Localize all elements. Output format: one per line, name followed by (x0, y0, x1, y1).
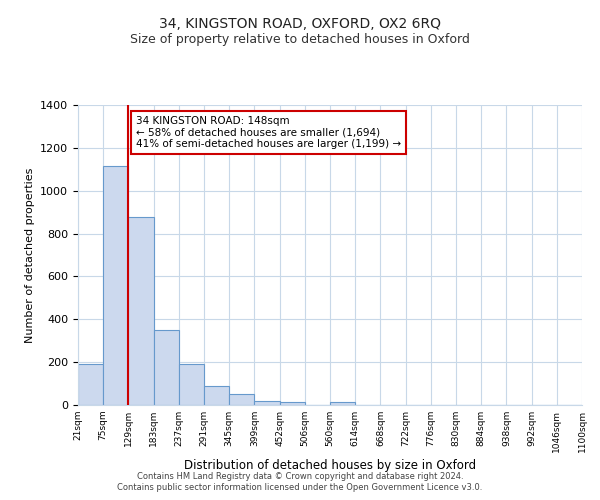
Bar (204, 386, 229, 405)
Text: Contains HM Land Registry data © Crown copyright and database right 2024.: Contains HM Land Registry data © Crown c… (137, 472, 463, 481)
Bar (103, 166, 128, 405)
Bar (128, 217, 154, 405)
Bar (254, 400, 280, 405)
Text: 34 KINGSTON ROAD: 148sqm
← 58% of detached houses are smaller (1,694)
41% of sem: 34 KINGSTON ROAD: 148sqm ← 58% of detach… (136, 116, 401, 149)
Bar (330, 402, 355, 405)
Text: Contains public sector information licensed under the Open Government Licence v3: Contains public sector information licen… (118, 484, 482, 492)
Text: Size of property relative to detached houses in Oxford: Size of property relative to detached ho… (130, 32, 470, 46)
Bar (229, 394, 254, 405)
Bar (154, 330, 179, 405)
Bar (179, 364, 204, 405)
Y-axis label: Number of detached properties: Number of detached properties (25, 168, 35, 342)
Bar (280, 402, 305, 405)
Text: 34, KINGSTON ROAD, OXFORD, OX2 6RQ: 34, KINGSTON ROAD, OXFORD, OX2 6RQ (159, 18, 441, 32)
X-axis label: Distribution of detached houses by size in Oxford: Distribution of detached houses by size … (184, 459, 476, 472)
Bar (78, 364, 103, 405)
